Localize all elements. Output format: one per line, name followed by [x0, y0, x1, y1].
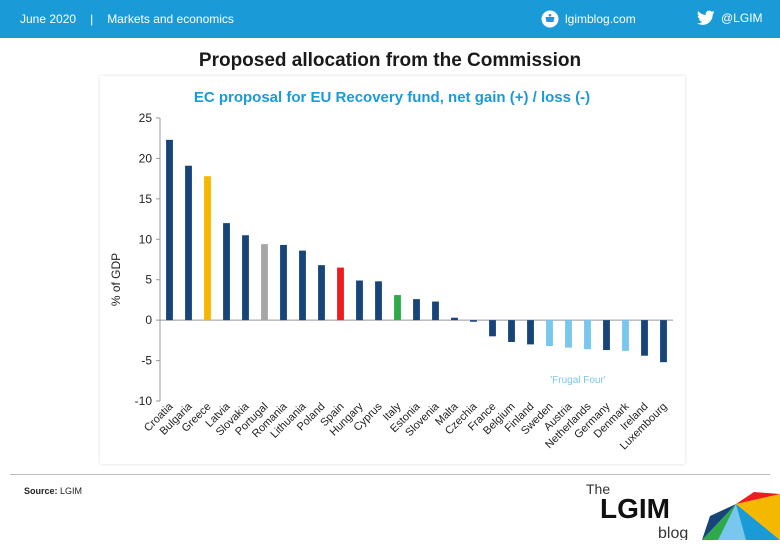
x-axis-labels: CroatiaBulgariaGreeceLatviaSlovakiaPortu… [142, 400, 670, 452]
y-tick-label: 15 [139, 192, 153, 206]
twitter-link[interactable]: @LGIM [697, 10, 763, 26]
bar-slovenia [432, 301, 439, 321]
bar-hungary [356, 280, 363, 321]
y-tick-label: -10 [135, 394, 153, 408]
bar-denmark [622, 320, 629, 351]
bar-finland [527, 320, 534, 345]
page-title: Proposed allocation from the Commission [198, 50, 582, 71]
header-separator: | [90, 12, 94, 26]
twitter-icon [697, 10, 715, 25]
bar-italy [394, 295, 401, 321]
logo-blog: blog [658, 525, 688, 540]
bar-poland [318, 265, 325, 321]
y-tick-label: 0 [145, 313, 152, 327]
bar-netherlands [584, 320, 591, 350]
y-axis-label: % of GDP [109, 253, 123, 306]
top-bar: June 2020 | Markets and economics lgimblog… [0, 0, 780, 38]
logo-the: The [586, 481, 610, 497]
header-date: June 2020 [20, 12, 77, 26]
umbrella-logo-icon: The LGIM blog [586, 481, 780, 542]
y-tick-label: 10 [139, 232, 153, 246]
y-tick-label: -5 [141, 354, 152, 368]
bar-cyprus [375, 281, 382, 321]
bar-latvia [223, 223, 230, 321]
frugal-four-annotation: 'Frugal Four' [550, 375, 606, 386]
site-name: lgimblog.com [565, 12, 636, 26]
y-tick-label: 20 [139, 151, 153, 165]
source-value: LGIM [60, 486, 83, 496]
bar-spain [337, 267, 344, 321]
bar-estonia [413, 299, 420, 321]
header-section[interactable]: Markets and economics [107, 12, 234, 26]
bar-sweden [546, 320, 553, 347]
footer-divider [10, 474, 770, 475]
source-note: Source: LGIM [24, 486, 82, 496]
chart-panel: EC proposal for EU Recovery fund, net ga… [100, 76, 685, 464]
y-tick-label: 25 [139, 111, 153, 125]
bar-greece [204, 176, 211, 321]
lgim-blog-icon [541, 10, 559, 28]
bar-austria [565, 320, 572, 348]
site-link[interactable]: lgimblog.com [541, 10, 636, 28]
source-label: Source: [24, 486, 58, 496]
bar-france [489, 320, 496, 337]
bar-malta [451, 317, 458, 321]
y-axis: -10 -5 0 5 10 15 20 25 [135, 111, 673, 408]
bar-lithuania [299, 250, 306, 321]
bar-belgium [508, 320, 515, 342]
bar-czechia [470, 320, 477, 322]
bar-romania [280, 244, 287, 321]
bar-croatia [166, 139, 173, 321]
bar-ireland [641, 320, 648, 356]
bar-bulgaria [185, 165, 192, 321]
bar-luxembourg [660, 320, 667, 363]
lgim-blog-logo: The LGIM blog [586, 480, 780, 542]
bars [166, 139, 667, 363]
logo-name: LGIM [600, 493, 670, 524]
header-left: June 2020 | Markets and economics [20, 12, 234, 26]
chart-title: EC proposal for EU Recovery fund, net ga… [194, 89, 590, 106]
bar-chart: EC proposal for EU Recovery fund, net ga… [109, 89, 673, 452]
twitter-handle: @LGIM [721, 11, 763, 25]
bar-portugal [261, 244, 268, 321]
bar-slovakia [242, 235, 249, 321]
bar-germany [603, 320, 610, 351]
y-tick-label: 5 [145, 273, 152, 287]
